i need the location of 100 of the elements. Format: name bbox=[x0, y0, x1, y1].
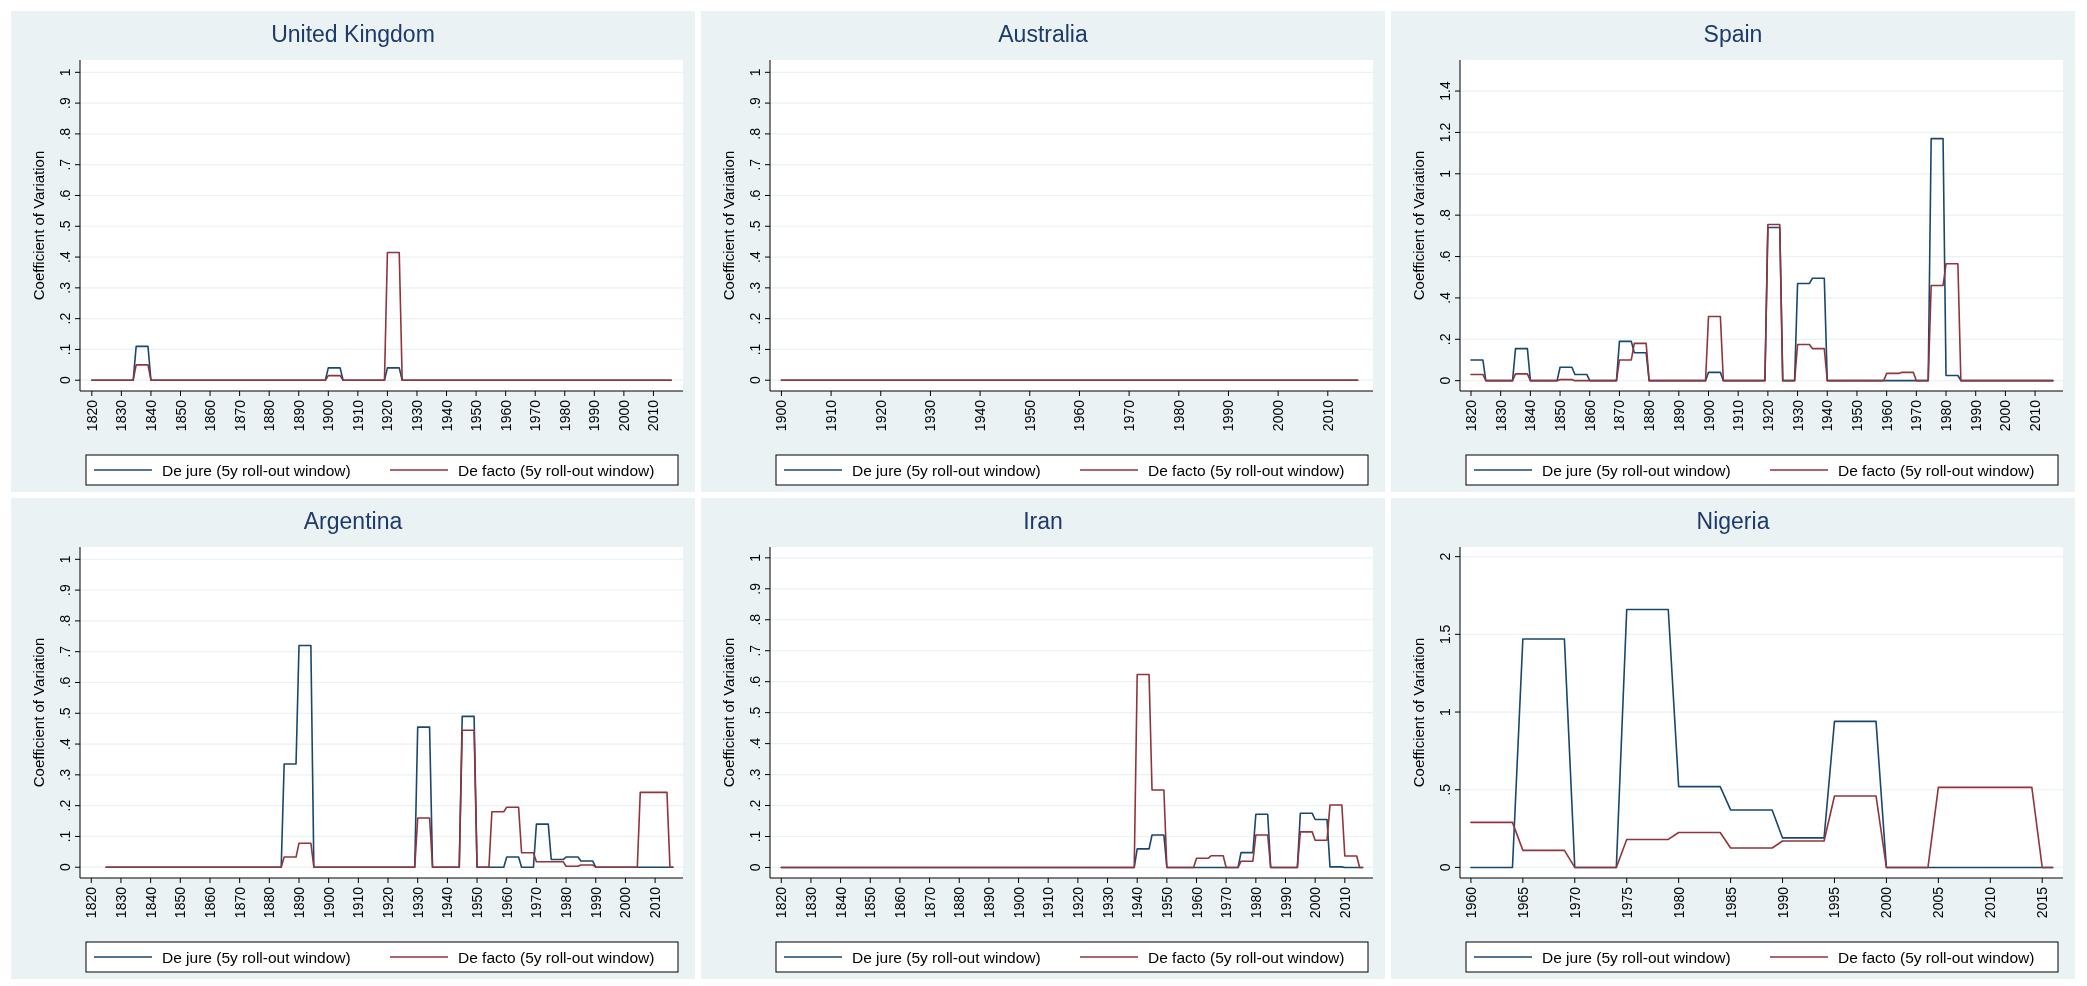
x-tick-label: 1970 bbox=[1121, 399, 1138, 432]
x-tick-label: 1950 bbox=[1021, 399, 1038, 432]
x-tick-label: 1950 bbox=[469, 886, 486, 919]
legend-label: De jure (5y roll-out window) bbox=[852, 949, 1041, 966]
y-axis-title: Coefficient of Variation bbox=[720, 150, 737, 301]
x-tick-label: 1910 bbox=[350, 886, 367, 919]
x-tick-label: 1990 bbox=[1774, 886, 1791, 919]
x-tick-label: 1900 bbox=[1010, 886, 1027, 919]
y-tick-label: .7 bbox=[57, 158, 73, 171]
x-tick-label: 2010 bbox=[2027, 399, 2044, 432]
x-tick-label: 1940 bbox=[439, 886, 456, 919]
x-tick-label: 1960 bbox=[1071, 399, 1088, 432]
x-tick-label: 1930 bbox=[1099, 886, 1116, 919]
x-tick-label: 1830 bbox=[113, 399, 130, 432]
x-tick-label: 2000 bbox=[617, 886, 634, 919]
y-tick-label: 0 bbox=[57, 376, 73, 385]
y-tick-label: .7 bbox=[57, 645, 73, 658]
y-axis-title: Coefficient of Variation bbox=[720, 637, 737, 788]
y-tick-label: 1 bbox=[1437, 707, 1453, 716]
x-tick-label: 1920 bbox=[379, 399, 396, 432]
x-tick-label: 1850 bbox=[172, 886, 189, 919]
x-tick-label: 1870 bbox=[1611, 399, 1628, 432]
y-tick-label: .6 bbox=[747, 675, 763, 688]
y-tick-label: .8 bbox=[1437, 209, 1453, 221]
x-tick-label: 1860 bbox=[202, 399, 219, 432]
chart-title: Iran bbox=[1023, 508, 1063, 534]
y-tick-label: .9 bbox=[747, 97, 763, 109]
x-tick-label: 1950 bbox=[1158, 886, 1175, 919]
legend-label: De facto (5y roll-out window) bbox=[458, 462, 655, 479]
x-tick-label: 1970 bbox=[528, 886, 545, 919]
x-tick-label: 1920 bbox=[380, 886, 397, 919]
legend-label: De jure (5y roll-out window) bbox=[852, 462, 1041, 479]
x-tick-label: 1930 bbox=[922, 399, 939, 432]
x-tick-label: 1850 bbox=[1552, 399, 1569, 432]
y-tick-label: 0 bbox=[747, 863, 763, 872]
x-tick-label: 1980 bbox=[556, 399, 573, 432]
y-tick-label: .5 bbox=[57, 707, 73, 720]
x-tick-label: 1960 bbox=[1462, 886, 1479, 919]
x-tick-label: 1930 bbox=[409, 886, 426, 919]
x-tick-label: 2010 bbox=[1982, 886, 1999, 919]
y-tick-label: .9 bbox=[57, 584, 73, 596]
x-tick-label: 1880 bbox=[1641, 399, 1658, 432]
chart-title: United Kingdom bbox=[271, 21, 435, 47]
y-tick-label: .2 bbox=[57, 312, 73, 325]
x-tick-label: 1970 bbox=[1566, 886, 1583, 919]
x-tick-label: 1880 bbox=[951, 886, 968, 919]
x-tick-label: 1870 bbox=[231, 886, 248, 919]
legend-label: De jure (5y roll-out window) bbox=[162, 462, 351, 479]
x-tick-label: 2010 bbox=[645, 399, 662, 432]
y-tick-label: .2 bbox=[1437, 333, 1453, 346]
x-tick-label: 1940 bbox=[1129, 886, 1146, 919]
y-tick-label: 1.4 bbox=[1437, 81, 1453, 101]
x-tick-label: 1940 bbox=[1819, 399, 1836, 432]
x-tick-label: 1890 bbox=[291, 886, 307, 919]
x-tick-label: 2000 bbox=[1997, 399, 2014, 432]
x-tick-label: 1970 bbox=[1218, 886, 1235, 919]
x-tick-label: 1980 bbox=[558, 886, 575, 919]
y-tick-label: .2 bbox=[57, 799, 73, 812]
y-tick-label: .7 bbox=[747, 644, 763, 657]
legend-label: De facto (5y roll-out window) bbox=[458, 949, 655, 966]
y-tick-label: 1.2 bbox=[1437, 122, 1453, 143]
x-tick-label: 1960 bbox=[1878, 399, 1895, 432]
y-tick-label: .4 bbox=[1437, 291, 1453, 304]
x-tick-label: 1860 bbox=[201, 886, 218, 919]
x-tick-label: 1880 bbox=[261, 886, 278, 919]
x-tick-label: 1820 bbox=[773, 886, 790, 919]
y-tick-label: .1 bbox=[747, 343, 763, 356]
x-tick-label: 1940 bbox=[972, 399, 989, 432]
chart-title: Australia bbox=[998, 21, 1088, 47]
y-tick-label: 0 bbox=[1437, 376, 1453, 385]
x-tick-label: 2005 bbox=[1930, 886, 1947, 919]
x-tick-label: 1850 bbox=[172, 399, 189, 432]
x-tick-label: 2000 bbox=[1878, 886, 1895, 919]
y-axis-title: Coefficient of Variation bbox=[1410, 150, 1427, 301]
y-tick-label: 0 bbox=[747, 376, 763, 385]
x-tick-label: 1910 bbox=[1730, 399, 1747, 432]
x-tick-label: 1890 bbox=[980, 886, 997, 919]
y-tick-label: .6 bbox=[1437, 250, 1453, 263]
x-tick-label: 1820 bbox=[83, 399, 100, 432]
legend-label: De jure (5y roll-out window) bbox=[162, 949, 351, 966]
x-tick-label: 1980 bbox=[1170, 399, 1187, 432]
x-tick-label: 1940 bbox=[438, 399, 455, 432]
y-tick-label: .1 bbox=[57, 343, 73, 356]
x-tick-label: 1820 bbox=[1462, 399, 1479, 432]
y-tick-label: .8 bbox=[57, 127, 73, 140]
x-tick-label: 1920 bbox=[1069, 886, 1086, 919]
y-tick-label: .5 bbox=[57, 220, 73, 233]
x-tick-label: 1830 bbox=[802, 886, 819, 919]
y-axis-title: Coefficient of Variation bbox=[30, 150, 47, 301]
x-tick-label: 1990 bbox=[586, 399, 603, 432]
y-tick-label: .9 bbox=[57, 97, 73, 109]
legend-label: De facto (5y roll-out window) bbox=[1148, 462, 1345, 479]
x-tick-label: 2010 bbox=[647, 886, 664, 919]
y-tick-label: .3 bbox=[747, 768, 763, 781]
chart-title: Nigeria bbox=[1696, 508, 1770, 534]
x-tick-label: 2010 bbox=[1336, 886, 1353, 919]
y-tick-label: 1 bbox=[57, 555, 73, 564]
legend-label: De jure (5y roll-out window) bbox=[1542, 949, 1731, 966]
y-tick-label: 0 bbox=[1437, 863, 1453, 872]
y-tick-label: .1 bbox=[747, 830, 763, 843]
